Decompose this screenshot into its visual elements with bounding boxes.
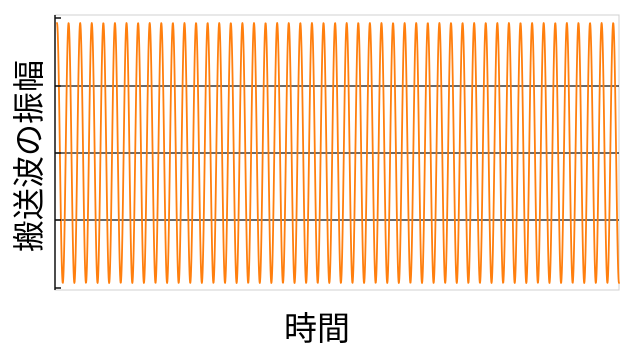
series-layer <box>56 22 620 284</box>
x-axis-label: 時間 <box>284 309 350 348</box>
series-carrier-wave <box>56 22 620 284</box>
axes <box>54 15 61 290</box>
y-axis-label: 搬送波の振幅 <box>10 60 48 252</box>
